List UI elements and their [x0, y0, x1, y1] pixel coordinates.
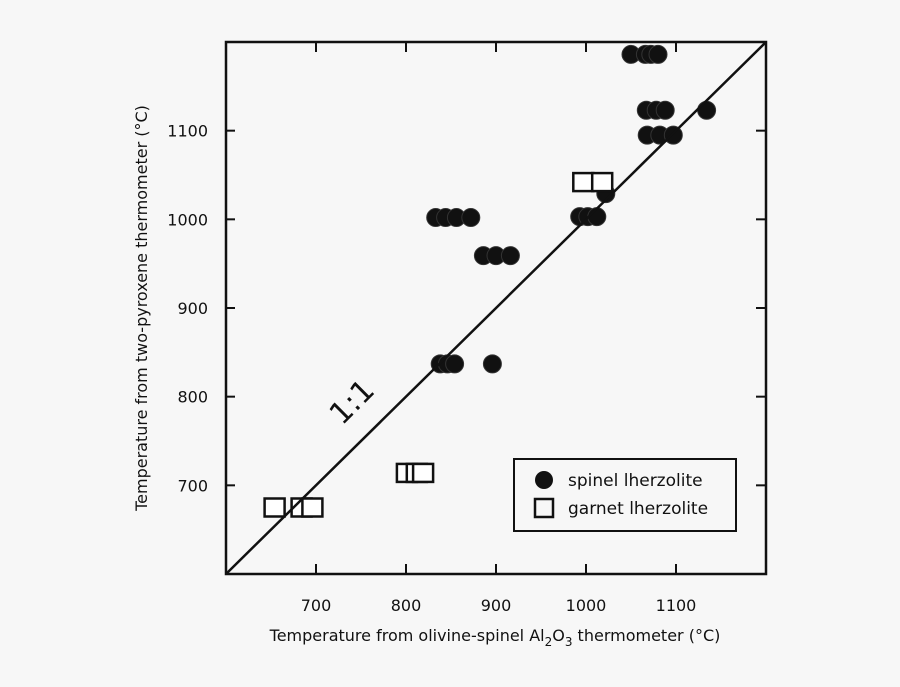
spinel-point — [445, 354, 465, 374]
x-tick-label: 800 — [391, 596, 422, 615]
one-to-one-line — [225, 41, 767, 575]
garnet-point — [301, 497, 324, 518]
data-points — [263, 44, 717, 518]
y-tick-label: 1100 — [167, 122, 208, 141]
y-tick-label: 900 — [177, 299, 208, 318]
garnet-point — [590, 171, 614, 193]
y-tick-label: 1000 — [167, 210, 208, 229]
legend-circle-icon — [535, 471, 553, 489]
spinel-point — [482, 354, 502, 374]
garnet-point — [572, 171, 595, 193]
x-tick-label: 1000 — [566, 596, 607, 615]
garnet-point — [411, 462, 435, 484]
legend-label-spinel: spinel lherzolite — [568, 471, 703, 491]
spinel-point — [648, 44, 668, 64]
legend-box — [513, 458, 737, 532]
legend-label-garnet: garnet lherzolite — [568, 499, 708, 519]
y-tick-label: 700 — [177, 476, 208, 495]
x-tick-label: 700 — [301, 596, 332, 615]
y-axis-title: Temperature from two-pyroxene thermomete… — [132, 105, 151, 512]
y-tick-label: 800 — [177, 388, 208, 407]
one-to-one-label: 1:1 — [323, 373, 382, 432]
spinel-point — [655, 100, 675, 120]
garnet-point — [263, 497, 286, 518]
legend-square-icon — [533, 497, 555, 519]
spinel-point — [697, 100, 717, 120]
spinel-point — [461, 208, 481, 228]
axis-ticks: 700 800 900 1000 1100 700 800 900 1000 1100 — [167, 42, 766, 615]
x-tick-label: 900 — [481, 596, 512, 615]
legend: spinel lherzolite garnet lherzolite — [513, 458, 737, 532]
x-axis-title: Temperature from olivine-spinel Al2O3 th… — [269, 626, 721, 649]
spinel-point — [500, 246, 520, 266]
x-tick-label: 1100 — [656, 596, 697, 615]
